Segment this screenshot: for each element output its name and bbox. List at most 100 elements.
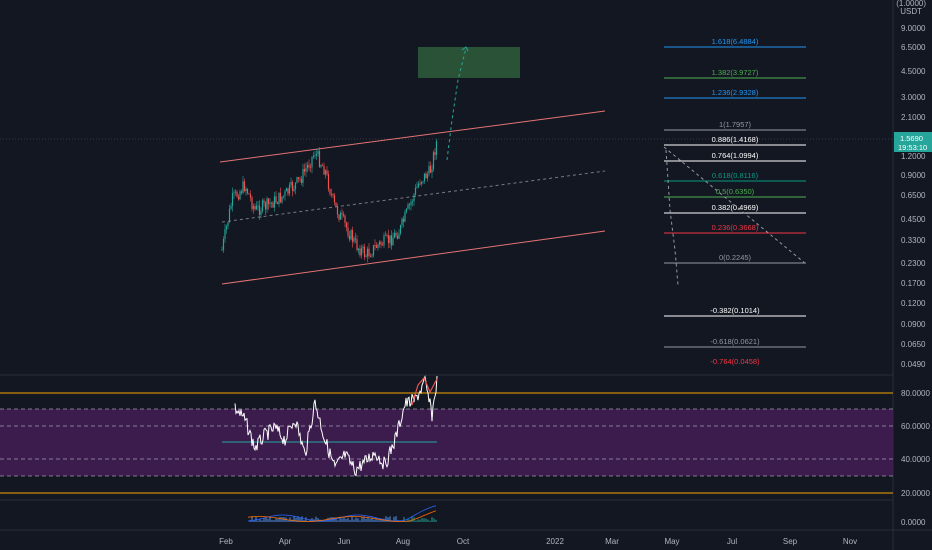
candle-body	[425, 173, 427, 179]
candle-body	[386, 234, 388, 236]
candle-body	[240, 191, 243, 193]
fib-path[interactable]	[665, 149, 679, 286]
fib-level-label: 0.382(0.4969)	[712, 203, 759, 212]
candle-body	[228, 208, 231, 223]
candle-body	[410, 201, 412, 206]
price-axis-label: 4.5000	[901, 67, 926, 76]
currency-label: USDT	[900, 7, 922, 16]
price-axis-label: 9.0000	[901, 24, 926, 33]
candle-body	[320, 165, 322, 167]
price-axis-label: 0.0650	[901, 340, 926, 349]
candle-body	[384, 234, 387, 236]
candle-body	[317, 151, 319, 154]
candle-body	[245, 188, 247, 191]
candle-body	[426, 173, 429, 179]
projection-path[interactable]	[446, 47, 467, 161]
candle-body	[432, 152, 435, 170]
candle-body	[321, 165, 324, 167]
candle-body	[347, 227, 349, 236]
channel-upper-line[interactable]	[219, 110, 606, 163]
price-axis-label: 2.1000	[901, 113, 926, 122]
candle-body	[383, 235, 385, 246]
current-price-tag	[894, 132, 932, 152]
candle-body	[248, 193, 250, 195]
candle-body	[264, 202, 267, 210]
candle-body	[288, 185, 291, 194]
candle-body	[312, 155, 315, 157]
macd-signal-line[interactable]	[247, 510, 437, 522]
candle-body	[344, 215, 346, 223]
time-axis-label: 2022	[546, 537, 564, 546]
candle-body	[419, 183, 421, 185]
candle-body	[300, 179, 303, 183]
candle-body	[360, 248, 363, 256]
candle-body	[431, 169, 433, 173]
candle-body	[339, 212, 342, 220]
candle-body	[315, 153, 318, 156]
macd-axis-label: 0.0000	[901, 518, 926, 527]
price-axis-label: 0.3300	[901, 236, 926, 245]
candle-body	[414, 187, 417, 195]
candle-body	[225, 226, 228, 230]
target-zone-box[interactable]	[418, 47, 520, 78]
candle-body	[303, 169, 306, 172]
candle-body	[348, 235, 351, 240]
candle-body	[239, 191, 241, 200]
candle-body	[326, 170, 328, 175]
candle-body	[365, 256, 367, 258]
candle-body	[261, 200, 264, 212]
fib-level-label: -0.764(0.0458)	[710, 357, 760, 366]
fib-level-label: 1.382(3.9727)	[712, 68, 759, 77]
candle-body	[401, 218, 403, 226]
candle-body	[390, 235, 393, 246]
candle-body	[234, 191, 237, 193]
fib-level-label: 0.886(1.4168)	[712, 135, 759, 144]
candle-body	[377, 244, 379, 248]
candle-body	[407, 204, 409, 209]
candle-body	[420, 181, 423, 184]
candle-body	[252, 206, 255, 209]
time-axis-label: May	[664, 537, 679, 546]
candle-body	[369, 256, 372, 257]
candle-body	[366, 248, 369, 257]
fib-level-label: 0.236(0.3668)	[712, 223, 759, 232]
price-axis-label: 6.5000	[901, 43, 926, 52]
fib-level-label: -0.618(0.0621)	[710, 337, 760, 346]
candle-body	[254, 206, 256, 210]
rsi-band	[0, 409, 893, 476]
time-axis-label: Aug	[396, 537, 410, 546]
candle-body	[255, 205, 258, 210]
candle-body	[363, 246, 366, 257]
candle-body	[290, 182, 292, 186]
price-axis-label: 0.0490	[901, 360, 926, 369]
price-axis-label: 0.6500	[901, 191, 926, 200]
candle-body	[302, 169, 304, 183]
candle-body	[279, 192, 282, 203]
time-axis-label: Feb	[219, 537, 233, 546]
candle-body	[257, 205, 259, 207]
candle-body	[387, 235, 390, 244]
candle-body	[318, 151, 321, 167]
candle-body	[233, 192, 235, 194]
candle-body	[362, 246, 364, 249]
channel-lower-line[interactable]	[221, 230, 606, 285]
rsi-line[interactable]	[234, 375, 438, 477]
candle-body	[428, 166, 430, 174]
candle-body	[402, 218, 405, 222]
fib-trend-line[interactable]	[663, 146, 807, 265]
price-axis-label: 0.2300	[901, 259, 926, 268]
candle-body	[278, 192, 280, 205]
candle-body	[258, 205, 261, 215]
price-axis-label: 0.9000	[901, 171, 926, 180]
candle-body	[333, 195, 336, 203]
candle-body	[299, 178, 301, 180]
candle-body	[294, 182, 297, 190]
current-price-value: 1.5690	[900, 134, 923, 143]
candle-body	[353, 238, 355, 242]
time-axis-label: Jun	[338, 537, 351, 546]
candle-body	[266, 198, 268, 210]
fib-level-label: 1.618(6.4884)	[712, 37, 759, 46]
candle-body	[275, 196, 277, 203]
